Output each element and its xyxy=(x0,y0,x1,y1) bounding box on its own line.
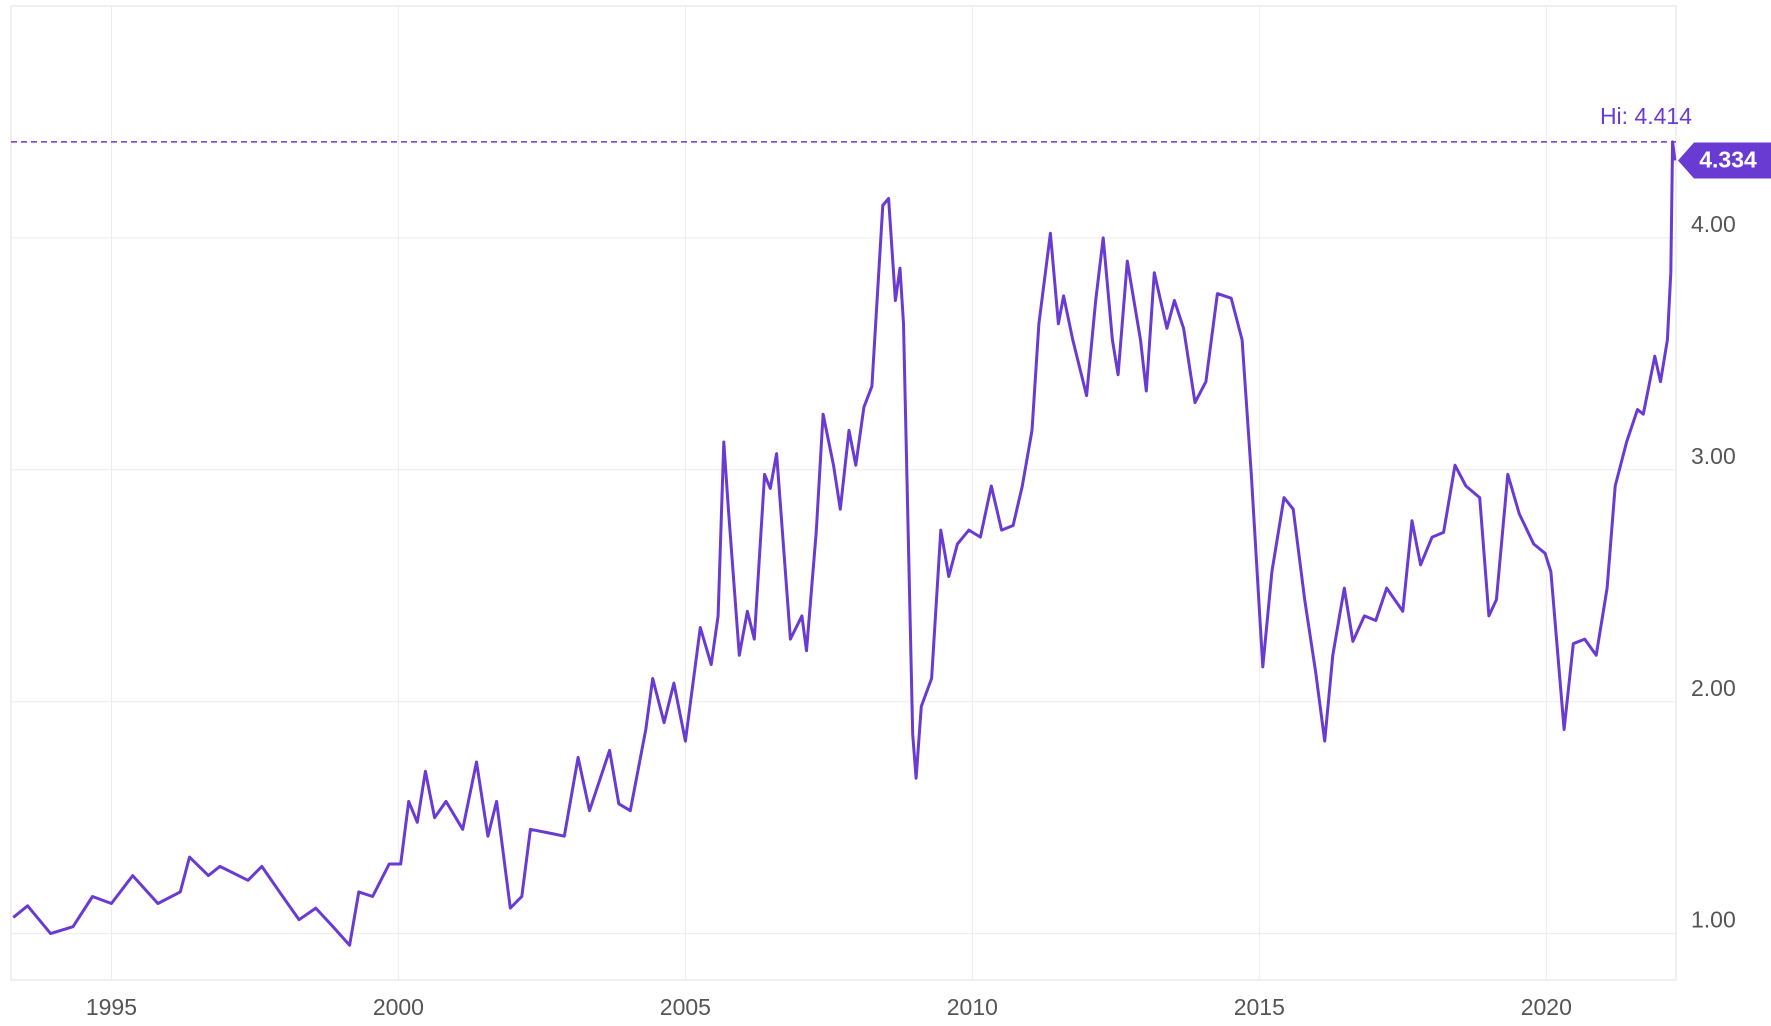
y-tick-label: 1.00 xyxy=(1691,907,1736,933)
hi-label: Hi: 4.414 xyxy=(1600,103,1692,129)
x-tick-label: 1995 xyxy=(86,994,137,1020)
last-value-tag xyxy=(1678,142,1771,179)
last-value-label: 4.334 xyxy=(1699,147,1757,173)
x-tick-label: 2010 xyxy=(947,994,998,1020)
y-tick-label: 4.00 xyxy=(1691,211,1736,237)
x-tick-label: 2020 xyxy=(1521,994,1572,1020)
x-tick-label: 2000 xyxy=(373,994,424,1020)
y-tick-label: 2.00 xyxy=(1691,675,1736,701)
y-tick-label: 3.00 xyxy=(1691,443,1736,469)
plot-frame xyxy=(10,5,1677,981)
x-tick-label: 2005 xyxy=(660,994,711,1020)
price-line xyxy=(12,140,1677,947)
x-tick-label: 2015 xyxy=(1234,994,1285,1020)
